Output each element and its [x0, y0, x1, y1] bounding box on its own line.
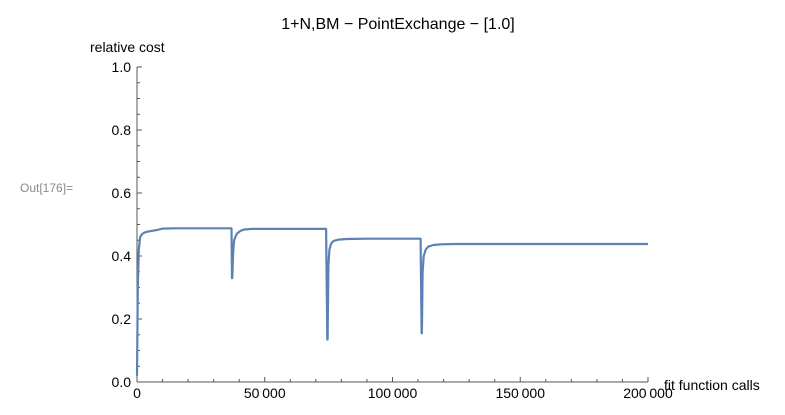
y-tick-label: 0.4 [112, 248, 132, 264]
chart-series [135, 227, 648, 376]
chart-title: 1+N,BM − PointExchange − [1.0] [281, 16, 514, 33]
y-tick-label: 0.6 [112, 185, 132, 201]
x-tick-label: 100 000 [368, 385, 418, 401]
x-tick-label: 200 000 [623, 385, 673, 401]
output-cell-label: Out[176]= [20, 181, 74, 195]
y-tick-label: 0.2 [112, 311, 132, 327]
y-tick-label: 0.0 [112, 374, 132, 390]
chart-ticks: 0 50 000 100 000 150 000 200 000 0.0 0.2 0.4 0.6… [112, 59, 673, 401]
y-axis-label: relative cost [90, 39, 165, 55]
x-tick-label: 50 000 [244, 385, 286, 401]
y-tick-label: 0.8 [112, 122, 132, 138]
x-tick-label: 0 [133, 385, 141, 401]
y-tick-label: 1.0 [112, 59, 132, 75]
series-line-1 [135, 227, 648, 376]
x-axis-label: fit function calls [664, 377, 760, 393]
x-tick-label: 150 000 [495, 385, 545, 401]
chart-axes [136, 67, 648, 383]
